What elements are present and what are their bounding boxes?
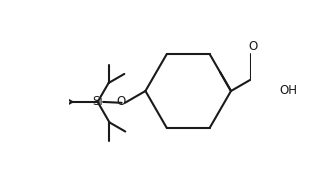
Text: Si: Si	[92, 95, 103, 108]
Text: OH: OH	[279, 84, 297, 97]
Text: O: O	[248, 40, 257, 53]
Text: O: O	[116, 95, 125, 108]
